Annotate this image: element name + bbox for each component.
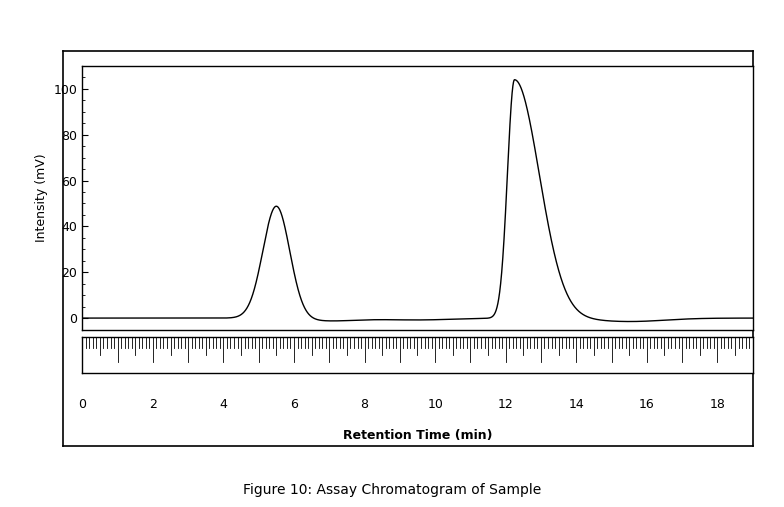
Text: 0: 0	[78, 399, 86, 411]
Text: Figure 10: Assay Chromatogram of Sample: Figure 10: Assay Chromatogram of Sample	[243, 483, 541, 497]
Text: 16: 16	[639, 399, 655, 411]
Text: 12: 12	[498, 399, 514, 411]
Text: 6: 6	[290, 399, 298, 411]
Text: 4: 4	[220, 399, 227, 411]
Y-axis label: Intensity (mV): Intensity (mV)	[35, 154, 48, 242]
Text: 8: 8	[361, 399, 368, 411]
Text: 14: 14	[568, 399, 584, 411]
Text: 10: 10	[427, 399, 443, 411]
Text: Retention Time (min): Retention Time (min)	[343, 429, 492, 443]
Text: 18: 18	[710, 399, 725, 411]
Text: 2: 2	[149, 399, 157, 411]
